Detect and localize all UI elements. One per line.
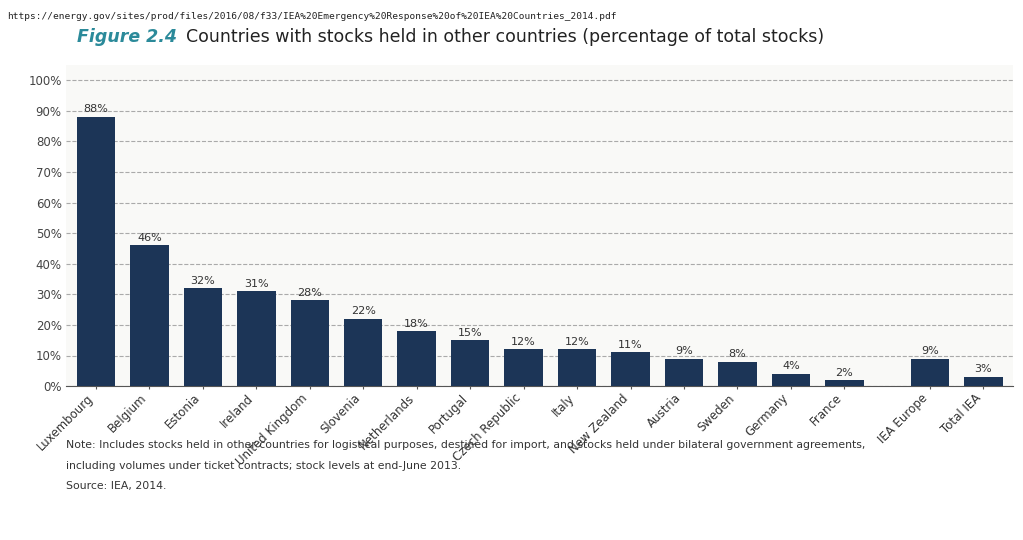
Bar	[718, 362, 757, 386]
Text: Source: IEA, 2014.: Source: IEA, 2014.	[66, 481, 167, 491]
Bar	[130, 245, 169, 386]
Text: 22%: 22%	[351, 306, 375, 316]
Text: Note: Includes stocks held in other countries for logistical purposes, destined : Note: Includes stocks held in other coun…	[66, 440, 865, 450]
Bar	[291, 300, 329, 386]
Bar	[826, 380, 863, 386]
Text: 2%: 2%	[836, 368, 853, 377]
Text: 11%: 11%	[618, 340, 642, 350]
Bar	[771, 374, 810, 386]
Bar	[612, 353, 650, 386]
Text: Figure 2.4: Figure 2.4	[77, 28, 177, 46]
Bar	[397, 331, 436, 386]
Bar	[77, 117, 116, 386]
Bar	[183, 288, 222, 386]
Text: 31%: 31%	[243, 279, 269, 289]
Bar	[237, 291, 275, 386]
Text: https://energy.gov/sites/prod/files/2016/08/f33/IEA%20Emergency%20Response%20of%: https://energy.gov/sites/prod/files/2016…	[7, 12, 617, 21]
Text: 28%: 28%	[298, 288, 322, 298]
Bar	[964, 377, 1003, 386]
Text: 15%: 15%	[458, 328, 483, 338]
Text: 3%: 3%	[975, 364, 992, 374]
Text: 18%: 18%	[404, 319, 429, 328]
Text: 9%: 9%	[675, 346, 693, 356]
Bar	[910, 359, 949, 386]
Text: including volumes under ticket contracts; stock levels at end-June 2013.: including volumes under ticket contracts…	[66, 461, 461, 471]
Text: 46%: 46%	[137, 233, 162, 243]
Bar	[451, 340, 489, 386]
Text: Countries with stocks held in other countries (percentage of total stocks): Countries with stocks held in other coun…	[164, 28, 824, 46]
Bar	[558, 349, 596, 386]
Text: 9%: 9%	[921, 346, 939, 356]
Text: 32%: 32%	[190, 276, 215, 286]
Text: 12%: 12%	[512, 337, 536, 347]
Bar	[504, 349, 543, 386]
Text: 88%: 88%	[84, 104, 108, 114]
Text: 12%: 12%	[565, 337, 589, 347]
Text: 4%: 4%	[782, 361, 800, 372]
Bar	[344, 319, 383, 386]
Bar	[665, 359, 703, 386]
Text: 8%: 8%	[728, 349, 747, 359]
